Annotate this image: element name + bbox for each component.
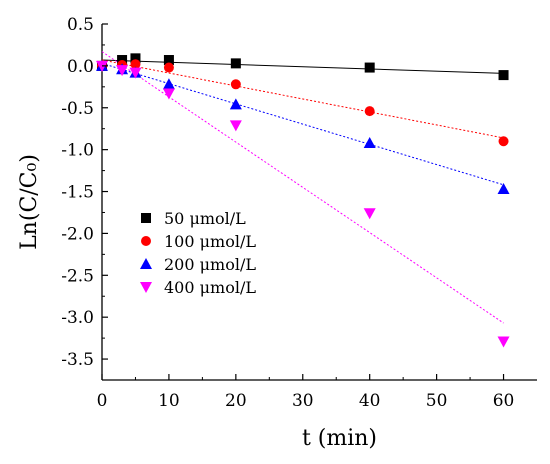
legend-label-4: 400 μmol/L — [164, 278, 256, 297]
data-point-s1 — [117, 55, 128, 66]
x-tick-label: 30 — [292, 391, 314, 411]
data-point-s2 — [498, 136, 509, 147]
y-tick-label: -3.0 — [61, 308, 94, 328]
y-tick-label: -1.5 — [61, 183, 94, 203]
legend-label-2: 100 μmol/L — [164, 232, 256, 251]
data-point-s1 — [130, 53, 141, 64]
legend: 50 μmol/L 100 μmol/L 200 μmol/L 400 μmol/L — [140, 209, 256, 297]
y-tick-label: -1.0 — [61, 141, 94, 161]
data-point-s4 — [497, 336, 510, 348]
data-point-s4 — [162, 88, 175, 100]
x-tick-label: 0 — [97, 391, 108, 411]
x-tick-label: 10 — [158, 391, 180, 411]
fit-line-3 — [101, 62, 504, 186]
data-point-s2 — [230, 79, 241, 90]
data-point-s4 — [129, 67, 142, 79]
y-tick-label: -2.0 — [61, 224, 94, 244]
data-point-s3 — [497, 183, 510, 195]
y-tick-label: 0.0 — [67, 57, 94, 77]
x-tick-label: 50 — [426, 391, 448, 411]
data-point-s1 — [163, 55, 174, 66]
y-tick-label: -0.5 — [61, 99, 94, 119]
data-point-s3 — [363, 136, 376, 148]
data-point-s2 — [130, 59, 141, 70]
axis-ticks: 0 10 20 30 40 50 60 0.5 0.0 -0.5 -1.0 -1.5 -2.0 -2.5 -… — [61, 15, 514, 411]
legend-marker-2 — [141, 236, 151, 246]
data-point-s1 — [498, 70, 509, 81]
legend-label-1: 50 μmol/L — [164, 209, 246, 228]
legend-label-3: 200 μmol/L — [164, 255, 256, 274]
data-point-s1 — [364, 62, 375, 73]
y-axis-title: Ln(C/C₀) — [17, 154, 42, 250]
legend-marker-3 — [140, 258, 152, 269]
fit-lines — [101, 51, 504, 324]
legend-marker-1 — [141, 213, 151, 223]
x-tick-label: 40 — [359, 391, 381, 411]
x-axis-title: t (min) — [302, 426, 377, 451]
data-point-s4 — [116, 65, 129, 77]
y-tick-label: -3.5 — [61, 350, 94, 370]
data-point-s2 — [364, 106, 375, 117]
legend-marker-4 — [140, 282, 152, 293]
fit-line-2 — [101, 59, 504, 139]
fit-line-4 — [101, 51, 504, 324]
y-tick-label: 0.5 — [67, 15, 94, 35]
data-point-s3 — [162, 78, 175, 90]
data-point-s4 — [363, 208, 376, 220]
data-point-s4 — [229, 120, 242, 132]
data-markers — [96, 53, 510, 348]
data-point-s1 — [230, 58, 241, 69]
data-point-s3 — [229, 98, 242, 110]
x-tick-label: 60 — [493, 391, 515, 411]
plot-area: 0 10 20 30 40 50 60 0.5 0.0 -0.5 -1.0 -1.5 -2.0 -2.5 -… — [61, 15, 537, 411]
x-tick-label: 20 — [225, 391, 247, 411]
data-point-s2 — [163, 62, 174, 73]
y-tick-label: -2.5 — [61, 266, 94, 286]
